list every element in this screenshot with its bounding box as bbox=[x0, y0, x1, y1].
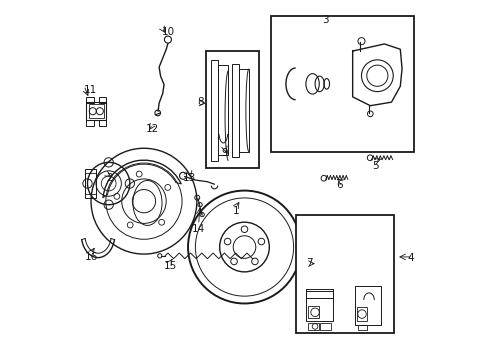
Text: 8: 8 bbox=[197, 98, 203, 107]
Text: 4: 4 bbox=[407, 253, 413, 262]
Bar bbox=[356, 307, 366, 321]
Text: 2: 2 bbox=[106, 173, 113, 183]
Bar bbox=[233, 153, 241, 158]
Bar bbox=[99, 97, 106, 103]
Bar bbox=[354, 286, 381, 325]
Text: 13: 13 bbox=[183, 173, 196, 183]
Text: 10: 10 bbox=[161, 27, 174, 36]
Bar bbox=[358, 325, 366, 330]
Bar bbox=[232, 64, 238, 157]
Bar bbox=[270, 16, 413, 152]
Bar bbox=[210, 60, 217, 161]
Bar bbox=[295, 215, 394, 333]
Bar bbox=[88, 104, 104, 118]
Text: 15: 15 bbox=[163, 261, 177, 271]
Bar bbox=[86, 97, 93, 103]
Text: 5: 5 bbox=[371, 161, 378, 171]
Text: 6: 6 bbox=[336, 180, 343, 190]
Text: 1: 1 bbox=[232, 207, 239, 216]
Text: 9: 9 bbox=[222, 148, 228, 158]
Bar bbox=[305, 289, 332, 321]
Bar bbox=[205, 51, 258, 168]
Bar bbox=[305, 291, 332, 298]
Bar bbox=[85, 173, 96, 194]
Text: 16: 16 bbox=[84, 252, 98, 262]
Bar bbox=[217, 66, 228, 155]
Bar bbox=[86, 120, 93, 126]
Bar bbox=[320, 323, 330, 330]
Text: 3: 3 bbox=[322, 15, 328, 25]
Bar bbox=[86, 102, 106, 120]
Bar bbox=[307, 306, 318, 318]
Text: 7: 7 bbox=[306, 258, 312, 268]
Text: 12: 12 bbox=[146, 123, 159, 134]
Bar bbox=[85, 169, 96, 198]
Bar bbox=[99, 120, 106, 126]
Bar bbox=[307, 323, 318, 330]
Bar bbox=[238, 69, 248, 152]
Text: 14: 14 bbox=[192, 224, 205, 234]
Text: 11: 11 bbox=[84, 85, 97, 95]
